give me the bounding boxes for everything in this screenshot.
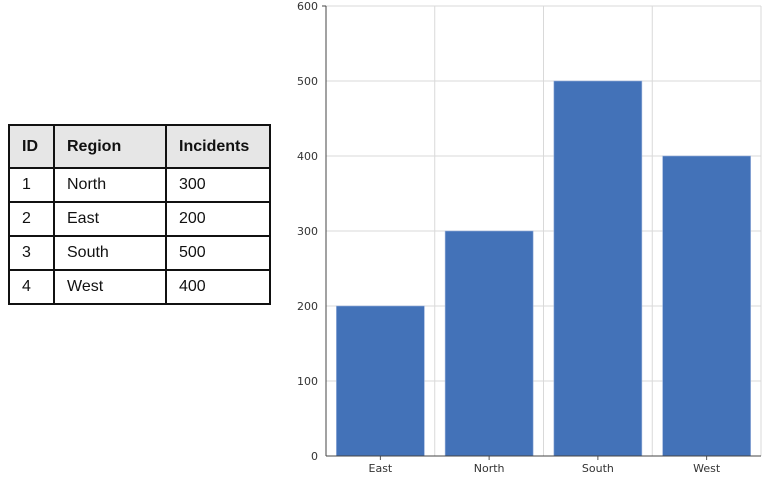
y-tick-label: 600 — [297, 0, 318, 13]
cell-region: North — [53, 167, 167, 203]
y-tick-label: 200 — [297, 300, 318, 313]
bar-north — [444, 230, 534, 457]
cell-id: 3 — [8, 235, 55, 271]
y-tick-label: 0 — [311, 450, 318, 463]
header-id: ID — [8, 124, 55, 169]
table-row: 4 West 400 — [8, 269, 271, 305]
table-header-row: ID Region Incidents — [8, 124, 271, 169]
cell-id: 1 — [8, 167, 55, 203]
x-tick-label: East — [369, 462, 393, 475]
bar-south — [553, 80, 643, 457]
cell-region: South — [53, 235, 167, 271]
x-tick-label: North — [474, 462, 505, 475]
cell-incidents: 400 — [165, 269, 271, 305]
incidents-table: ID Region Incidents 1 North 300 2 East 200 3 So… — [8, 124, 271, 305]
table-row: 1 North 300 — [8, 167, 271, 203]
table-row: 3 South 500 — [8, 235, 271, 271]
cell-region: East — [53, 201, 167, 237]
cell-id: 4 — [8, 269, 55, 305]
cell-incidents: 300 — [165, 167, 271, 203]
y-tick-label: 500 — [297, 75, 318, 88]
cell-incidents: 500 — [165, 235, 271, 271]
bar-west — [662, 155, 751, 457]
x-tick-label: South — [582, 462, 614, 475]
bar-east — [336, 305, 425, 457]
cell-incidents: 200 — [165, 201, 271, 237]
table-row: 2 East 200 — [8, 201, 271, 237]
header-incidents: Incidents — [165, 124, 271, 169]
y-tick-label: 400 — [297, 150, 318, 163]
header-region: Region — [53, 124, 167, 169]
y-tick-label: 300 — [297, 225, 318, 238]
x-tick-label: West — [693, 462, 721, 475]
cell-region: West — [53, 269, 167, 305]
y-tick-label: 100 — [297, 375, 318, 388]
cell-id: 2 — [8, 201, 55, 237]
